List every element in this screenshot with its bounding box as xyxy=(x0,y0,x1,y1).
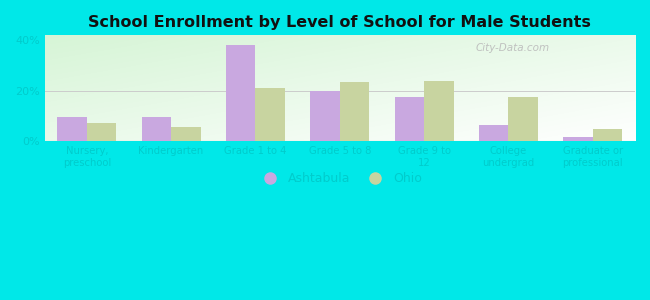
Bar xyxy=(171,127,201,141)
Legend: Ashtabula, Ohio: Ashtabula, Ohio xyxy=(253,167,427,190)
Bar xyxy=(479,125,508,141)
Bar xyxy=(340,82,369,141)
Bar xyxy=(564,137,593,141)
Bar xyxy=(310,91,340,141)
Bar xyxy=(87,124,116,141)
Bar xyxy=(424,81,454,141)
Bar xyxy=(255,88,285,141)
Title: School Enrollment by Level of School for Male Students: School Enrollment by Level of School for… xyxy=(88,15,592,30)
Bar xyxy=(395,97,424,141)
Bar xyxy=(142,117,171,141)
Bar xyxy=(226,45,255,141)
Bar xyxy=(593,128,622,141)
Bar xyxy=(508,97,538,141)
Text: City-Data.com: City-Data.com xyxy=(476,43,550,53)
Bar xyxy=(57,117,87,141)
